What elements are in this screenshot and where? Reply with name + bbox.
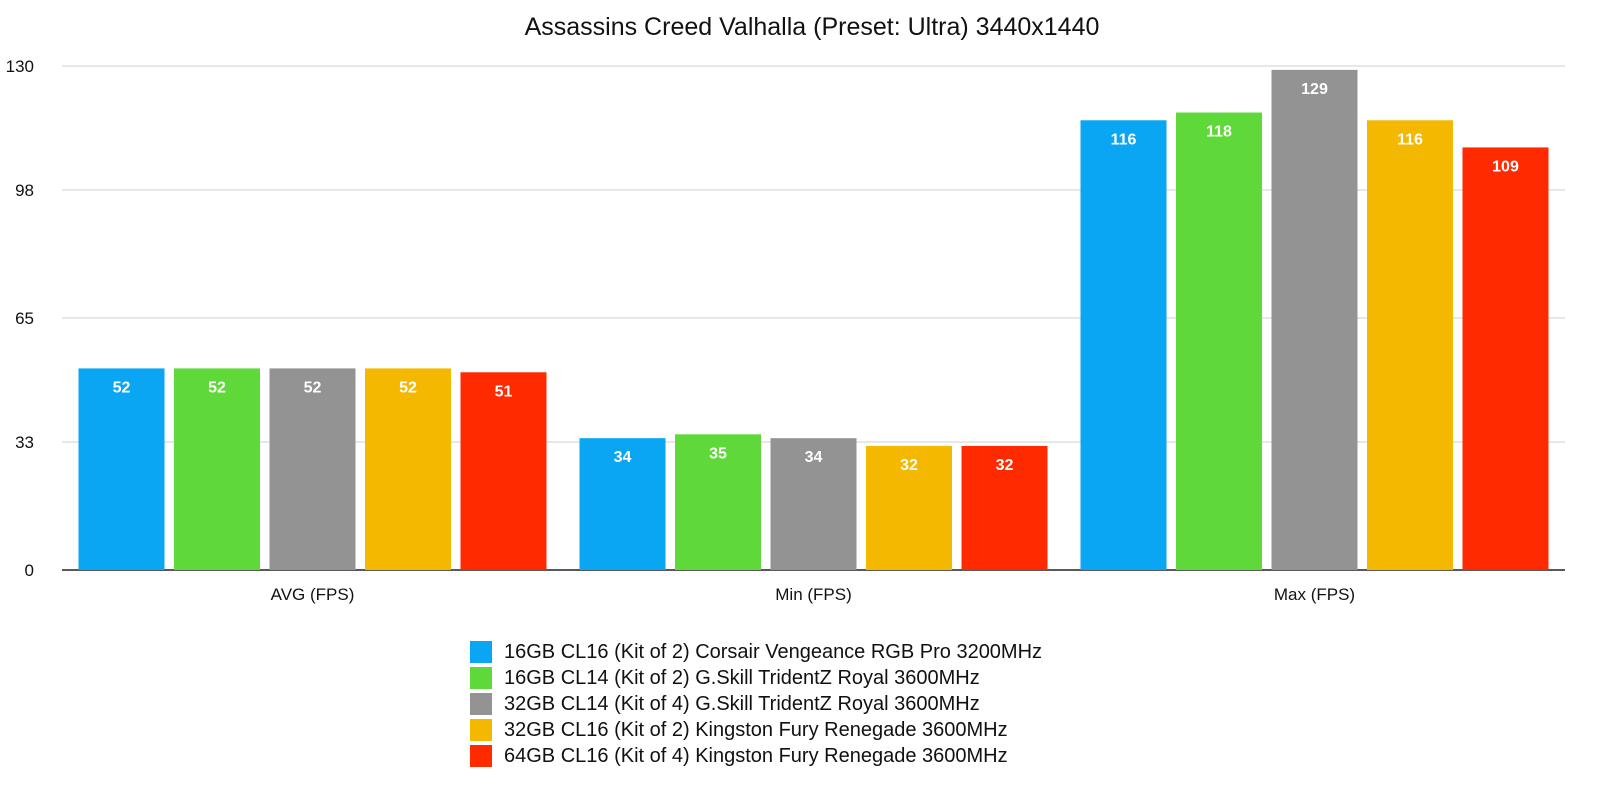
- data-label: 116: [1397, 131, 1423, 148]
- legend: 16GB CL16 (Kit of 2) Corsair Vengeance R…: [470, 639, 1042, 769]
- legend-label: 32GB CL14 (Kit of 4) G.Skill TridentZ Ro…: [504, 692, 980, 715]
- legend-item: 32GB CL14 (Kit of 4) G.Skill TridentZ Ro…: [470, 691, 1042, 717]
- legend-swatch: [470, 745, 492, 767]
- legend-item: 16GB CL16 (Kit of 2) Corsair Vengeance R…: [470, 639, 1042, 665]
- x-category-label: Max (FPS): [1274, 585, 1355, 604]
- x-category-label: Min (FPS): [775, 585, 852, 604]
- legend-swatch: [470, 667, 492, 689]
- legend-label: 16GB CL16 (Kit of 2) Corsair Vengeance R…: [504, 640, 1043, 663]
- bar: [460, 372, 547, 570]
- data-labels: 52 52 52 52 51 34 35 34 32 32 116 118 129 116 109: [113, 81, 1519, 474]
- data-label: 35: [709, 445, 727, 462]
- legend-label: 64GB CL16 (Kit of 4) Kingston Fury Reneg…: [504, 744, 1008, 767]
- bar: [866, 445, 952, 570]
- data-label: 129: [1301, 81, 1328, 98]
- y-tick-label: 65: [15, 309, 34, 328]
- bar: [174, 368, 260, 570]
- legend-label: 32GB CL16 (Kit of 2) Kingston Fury Reneg…: [504, 718, 1008, 741]
- bar: [1271, 69, 1358, 570]
- data-label: 34: [805, 449, 823, 466]
- legend-item: 16GB CL14 (Kit of 2) G.Skill TridentZ Ro…: [470, 665, 1042, 691]
- bar: [961, 445, 1048, 570]
- y-tick-label: 33: [15, 433, 34, 452]
- data-label: 52: [208, 379, 226, 396]
- legend-swatch: [470, 719, 492, 741]
- data-label: 32: [996, 457, 1014, 474]
- data-label: 51: [495, 383, 513, 400]
- bar-chart: Assassins Creed Valhalla (Preset: Ultra)…: [6, 13, 1565, 604]
- bar: [1462, 147, 1549, 570]
- legend-swatch: [470, 693, 492, 715]
- legend-item: 32GB CL16 (Kit of 2) Kingston Fury Reneg…: [470, 717, 1042, 743]
- y-tick-label: 130: [6, 57, 34, 76]
- y-tick-label: 98: [15, 181, 34, 200]
- data-label: 34: [614, 449, 632, 466]
- bar: [365, 368, 451, 570]
- x-category-label: AVG (FPS): [271, 585, 355, 604]
- bar: [1176, 112, 1262, 571]
- bar: [1080, 120, 1167, 571]
- bar: [1367, 120, 1453, 571]
- data-label: 52: [304, 379, 322, 396]
- legend-label: 16GB CL14 (Kit of 2) G.Skill TridentZ Ro…: [504, 666, 980, 689]
- data-label: 118: [1206, 124, 1232, 141]
- y-tick-label: 0: [25, 561, 34, 580]
- legend-item: 64GB CL16 (Kit of 4) Kingston Fury Reneg…: [470, 743, 1042, 769]
- data-label: 52: [399, 379, 417, 396]
- data-label: 116: [1111, 131, 1137, 148]
- data-label: 52: [113, 379, 131, 396]
- bars: [78, 69, 1549, 571]
- data-label: 32: [900, 457, 918, 474]
- bar: [579, 438, 666, 570]
- legend-swatch: [470, 641, 492, 663]
- bar: [770, 438, 857, 570]
- x-axis-categories: AVG (FPS) Min (FPS) Max (FPS): [271, 585, 1355, 604]
- bar: [78, 368, 165, 570]
- chart-title: Assassins Creed Valhalla (Preset: Ultra)…: [525, 13, 1100, 41]
- data-label: 109: [1492, 158, 1519, 175]
- bar: [269, 368, 356, 570]
- y-axis-ticks: 0 33 65 98 130: [6, 57, 34, 580]
- bar: [675, 434, 761, 570]
